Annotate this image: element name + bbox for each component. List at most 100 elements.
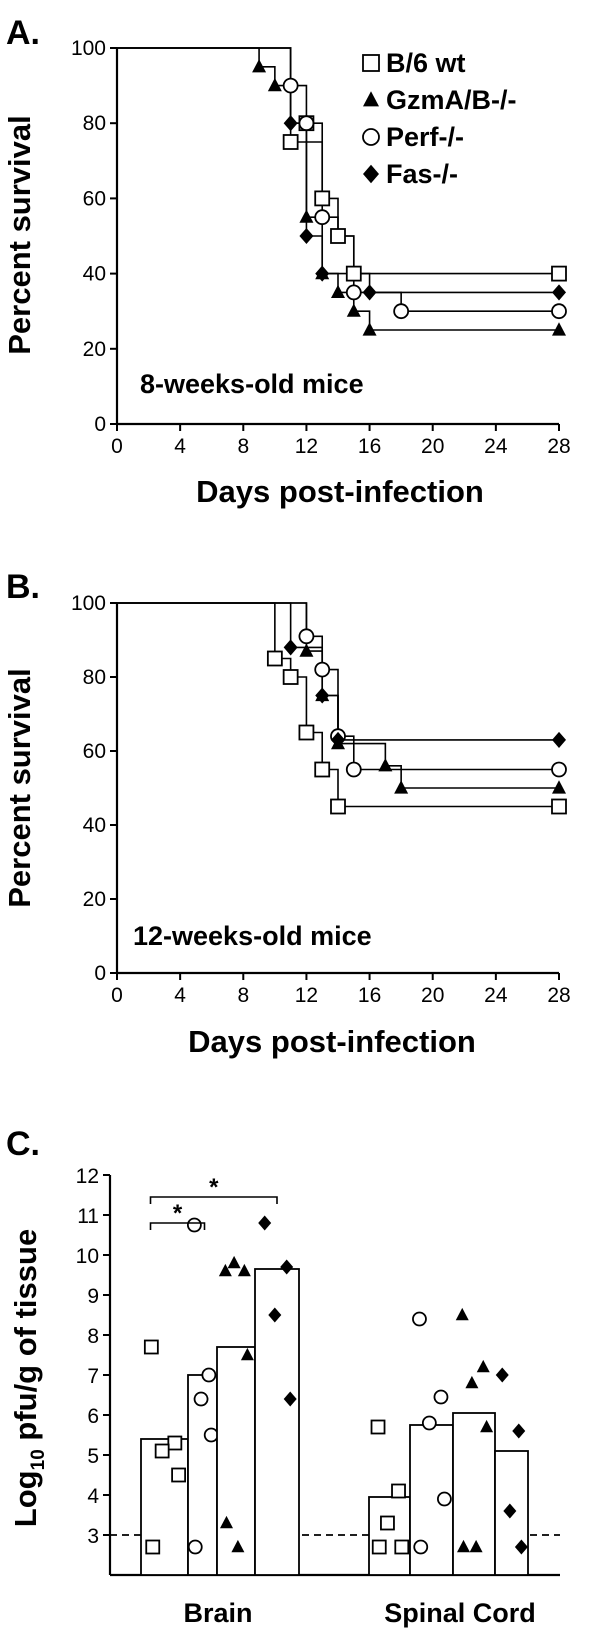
panel-a-x-tick-label: 4 bbox=[174, 435, 186, 458]
panel-c-y-tick-label: 11 bbox=[77, 1205, 99, 1228]
panel-a-series-perf-point bbox=[314, 209, 331, 226]
bar-spinal-cord-gzma-b-point bbox=[480, 1419, 494, 1433]
legend-item-gzmab: GzmA/B-/- bbox=[386, 85, 517, 115]
panel-c-y-tick-label: 4 bbox=[87, 1485, 99, 1508]
panel-b-series-perf-point bbox=[345, 761, 362, 778]
panel-a-label: A. bbox=[6, 14, 40, 52]
panel-a-series-perf-point bbox=[282, 77, 299, 94]
bar-brain-perf-point bbox=[193, 1391, 209, 1407]
panel-b-series-b-6-wt-point bbox=[330, 798, 346, 815]
bar-brain-b-6-wt-point bbox=[145, 1539, 161, 1555]
bar-spinal-cord-gzma-b-point bbox=[457, 1539, 470, 1553]
panel-b-x-tick-label: 12 bbox=[295, 984, 318, 1007]
panel-b-series-b-6-wt-point bbox=[282, 669, 299, 685]
panel-c-y-tick-label: 6 bbox=[87, 1405, 99, 1428]
bar-spinal-cord-gzma-b-point bbox=[476, 1359, 490, 1373]
category-label-spinal-cord: Spinal Cord bbox=[384, 1598, 536, 1628]
panel-a-series-fas-point bbox=[552, 284, 566, 301]
bar-spinal-cord-b-6-wt-point bbox=[394, 1539, 410, 1555]
panel-c-y-tick-label: 3 bbox=[87, 1525, 99, 1548]
bar-brain-b-6-wt-point bbox=[154, 1443, 170, 1459]
bar-spinal-cord-gzma-b-point bbox=[465, 1375, 479, 1389]
bar-spinal-cord-fas-point bbox=[495, 1367, 509, 1383]
panel-a-series-gzma-b-point bbox=[362, 322, 377, 336]
panel-b-series-fas-point bbox=[552, 731, 566, 748]
panel-c-y-tick-label: 12 bbox=[76, 1165, 99, 1188]
legend-marker-gzma-b bbox=[363, 91, 379, 107]
legend-label-gzmab: GzmA/B-/- bbox=[386, 85, 517, 115]
panel-a-x-tick-label: 0 bbox=[111, 435, 123, 458]
panel-c-plot: 3 4 5 6 7 8 9 10 11 12 * * bbox=[76, 1165, 560, 1577]
legend-marker-perf bbox=[362, 128, 380, 146]
panel-a-y-axis-title: Percent survival bbox=[2, 115, 37, 355]
legend: B/6 wt GzmA/B-/- Perf-/- Fas-/- bbox=[362, 48, 517, 189]
bar-spinal-cord-perf-point bbox=[413, 1539, 429, 1555]
panel-a-series-gzma-b-point bbox=[267, 77, 282, 92]
legend-label-b6-wt: B/6 wt bbox=[386, 48, 466, 78]
panel-a-x-tick-label: 24 bbox=[484, 435, 508, 458]
bar-brain-gzma-b bbox=[216, 1346, 256, 1576]
panel-b-annotation: 12-weeks-old mice bbox=[133, 921, 372, 951]
panel-b-x-tick-label: 24 bbox=[484, 984, 508, 1007]
bar-spinal-cord-b-6-wt-point bbox=[380, 1515, 395, 1531]
panel-b: B. Percent survival Days post-infection … bbox=[2, 568, 571, 1059]
panel-b-series-b-6-wt-point bbox=[551, 798, 567, 815]
legend-marker-fas bbox=[363, 164, 379, 184]
panel-b-series-b-6-wt-line bbox=[117, 602, 559, 808]
legend-label-perf: Perf-/- bbox=[386, 122, 464, 152]
bar-brain-b-6-wt bbox=[140, 1438, 189, 1576]
panel-a-series-perf-point bbox=[551, 303, 567, 320]
bar-brain-b-6-wt-point bbox=[167, 1435, 183, 1451]
bar-spinal-cord-b-6-wt bbox=[368, 1496, 411, 1576]
bar-brain-gzma-b-point bbox=[220, 1515, 233, 1529]
bar-brain-perf-point bbox=[203, 1427, 219, 1443]
panel-b-series-perf-point bbox=[551, 761, 567, 778]
panel-b-series-fas-point bbox=[283, 639, 298, 656]
bar-brain-fas bbox=[254, 1268, 300, 1576]
bar-spinal-cord-b-6-wt-point bbox=[370, 1419, 386, 1435]
panel-c-y-axis-title-rest: pfu/g of tissue bbox=[8, 1229, 43, 1449]
panel-a-x-tick-label: 16 bbox=[358, 435, 381, 458]
panel-a-series-b-6-wt-point bbox=[345, 265, 362, 282]
panel-a-plot: 0 20 40 60 80 100 0 4 8 12 16 20 24 28 bbox=[71, 37, 571, 458]
panel-b-series-b-6-wt-point bbox=[298, 724, 315, 741]
panel-c-label: C. bbox=[6, 1125, 40, 1163]
panel-b-y-tick-label: 0 bbox=[94, 962, 106, 985]
panel-b-x-tick-label: 8 bbox=[237, 984, 249, 1007]
panel-b-plot: 0 20 40 60 80 100 0 4 8 12 16 20 24 28 bbox=[71, 592, 571, 1007]
panel-b-series-b-6-wt-point bbox=[314, 761, 331, 778]
panel-a-annotation: 8-weeks-old mice bbox=[140, 369, 364, 399]
panel-c: C. Log10 pfu/g of tissue Brain Spinal Co… bbox=[6, 1125, 560, 1628]
panel-c-y-tick-label: 10 bbox=[76, 1245, 99, 1268]
bar-brain-fas-point bbox=[283, 1391, 297, 1407]
panel-b-y-tick-label: 60 bbox=[83, 740, 106, 763]
bar-brain-perf-point bbox=[186, 1217, 202, 1233]
bar-brain-gzma-b-point bbox=[237, 1263, 251, 1277]
panel-a: A. Percent survival Days post-infection … bbox=[2, 14, 571, 509]
bar-spinal-cord-perf-point bbox=[412, 1311, 427, 1327]
panel-b-series-gzma-b-point bbox=[394, 780, 409, 794]
panel-a-x-tick-label: 12 bbox=[295, 435, 318, 458]
panel-a-series-gzma-b-point bbox=[252, 59, 267, 73]
bar-spinal-cord-b-6-wt-point bbox=[391, 1483, 406, 1499]
panel-a-series-fas-point bbox=[362, 284, 377, 301]
bar-brain-gzma-b-point bbox=[231, 1539, 245, 1553]
panel-a-series-gzma-b-point bbox=[299, 209, 314, 223]
bar-brain-fas-point bbox=[280, 1259, 294, 1275]
bar-brain-perf-point bbox=[187, 1539, 203, 1555]
panel-c-y-tick-label: 5 bbox=[87, 1445, 99, 1468]
panel-a-series-gzma-b-point bbox=[331, 284, 345, 298]
panel-b-x-tick-label: 20 bbox=[421, 984, 444, 1007]
panel-a-series-gzma-b-point bbox=[346, 303, 361, 317]
panel-b-series-perf-point bbox=[314, 661, 331, 678]
panel-a-x-axis-title: Days post-infection bbox=[196, 474, 484, 509]
significance-bracket bbox=[149, 1222, 206, 1230]
panel-a-series-b-6-wt-point bbox=[282, 134, 299, 150]
panel-c-y-tick-label: 8 bbox=[87, 1325, 99, 1348]
panel-c-y-tick-label: 7 bbox=[87, 1365, 99, 1388]
bar-brain-b-6-wt-point bbox=[171, 1467, 187, 1483]
panel-b-y-tick-label: 80 bbox=[83, 666, 106, 689]
panel-a-y-tick-label: 0 bbox=[94, 413, 106, 436]
legend-marker-b-6-wt bbox=[362, 54, 380, 72]
